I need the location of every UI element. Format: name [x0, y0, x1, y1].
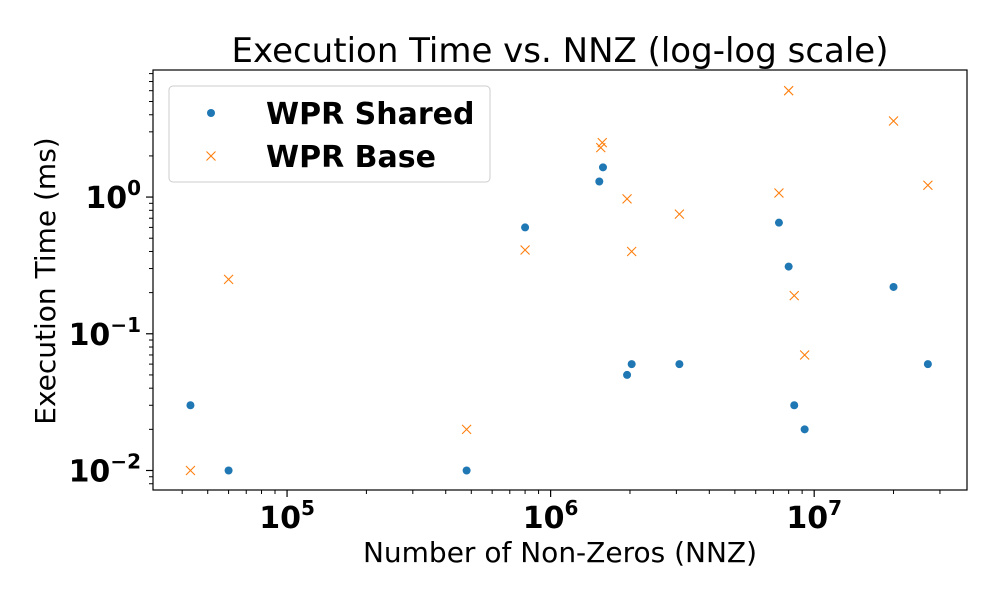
x-tick-label: 107 — [786, 496, 842, 536]
shared-point — [800, 425, 809, 434]
shared-point — [186, 401, 195, 410]
y-tick-label: 10−2 — [69, 449, 141, 489]
legend-marker — [207, 109, 215, 117]
legend: WPR Shared WPR Base — [168, 85, 491, 183]
shared-point — [462, 466, 471, 475]
major-ticks: 105 106 107 10−2 10−1 100 — [69, 176, 842, 536]
base-point — [783, 85, 794, 96]
legend-label: WPR Base — [266, 140, 436, 175]
base-point — [622, 193, 632, 204]
base-point — [223, 274, 234, 285]
shared-point — [923, 360, 932, 369]
data-points — [185, 85, 933, 476]
y-tick-label: 100 — [85, 176, 141, 216]
shared-point — [224, 466, 233, 475]
legend-label: WPR Shared — [266, 97, 474, 132]
shared-point — [784, 262, 793, 271]
y-tick-label: 10−1 — [69, 313, 141, 353]
base-point — [799, 350, 810, 360]
base-point — [789, 290, 800, 301]
legend-box — [168, 85, 491, 183]
shared-point — [598, 163, 607, 172]
shared-point — [623, 370, 632, 379]
base-point — [520, 245, 530, 255]
shared-point — [521, 223, 530, 232]
base-point — [626, 246, 637, 257]
shared-point — [675, 360, 684, 369]
y-axis-label: Execution Time (ms) — [29, 137, 62, 424]
x-axis-label: Number of Non-Zeros (NNZ) — [363, 536, 757, 569]
x-tick-label: 106 — [523, 496, 579, 536]
x-tick-label: 105 — [259, 496, 315, 536]
base-point — [461, 424, 472, 435]
shared-point — [627, 360, 636, 369]
shared-point — [774, 218, 783, 227]
base-point — [922, 180, 933, 191]
minor-ticks — [149, 73, 941, 494]
plot-area — [152, 69, 968, 491]
base-point — [674, 209, 685, 220]
shared-point — [889, 282, 898, 291]
shared-point — [595, 177, 604, 186]
shared-point — [790, 401, 799, 410]
chart-title: Execution Time vs. NNZ (log-log scale) — [232, 31, 889, 71]
base-point — [888, 116, 899, 126]
base-point — [597, 137, 608, 148]
base-point — [185, 465, 196, 476]
legend-marker — [206, 151, 216, 161]
base-point — [774, 188, 784, 198]
